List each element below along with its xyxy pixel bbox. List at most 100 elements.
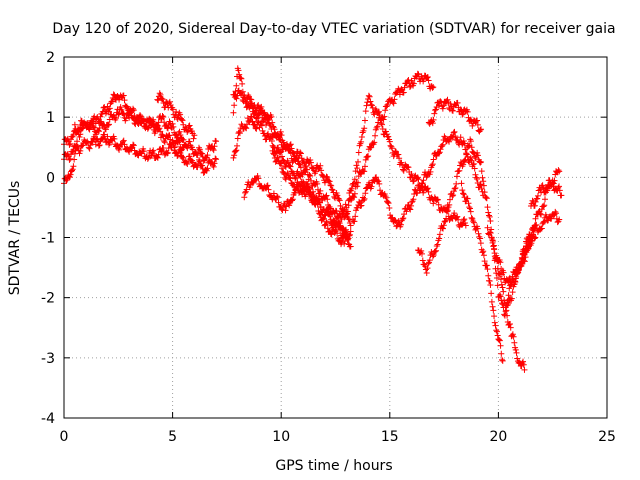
data-point [69, 166, 76, 173]
plot-frame [63, 56, 608, 419]
data-point [76, 126, 83, 133]
data-point [493, 274, 500, 281]
data-point [275, 144, 282, 151]
data-point [304, 166, 311, 173]
data-point [556, 183, 563, 190]
data-point [464, 108, 471, 115]
data-point [455, 216, 462, 223]
data-point [317, 162, 324, 169]
data-point [112, 115, 119, 122]
data-point [316, 199, 323, 206]
data-point [478, 168, 485, 175]
data-point [364, 99, 371, 106]
data-point [287, 175, 294, 182]
data-point [430, 252, 437, 259]
data-point [327, 205, 334, 212]
data-point [493, 327, 500, 334]
data-point [236, 130, 243, 137]
data-point [132, 121, 139, 128]
series-trace-10 [269, 147, 350, 228]
data-point [464, 195, 471, 202]
data-point [270, 143, 277, 150]
data-point [472, 171, 479, 178]
data-point [333, 226, 340, 233]
data-point [177, 111, 184, 118]
data-point [178, 116, 185, 123]
data-point [88, 120, 95, 127]
data-point [430, 84, 437, 91]
data-point [446, 138, 453, 145]
data-point [371, 139, 378, 146]
data-point [318, 167, 325, 174]
data-point [424, 265, 431, 272]
data-point [497, 342, 504, 349]
data-point [278, 160, 285, 167]
data-point [390, 100, 397, 107]
data-point [509, 289, 516, 296]
data-point [415, 176, 422, 183]
data-point [358, 202, 365, 209]
data-point [417, 187, 424, 194]
data-point [372, 132, 379, 139]
data-point [186, 122, 193, 129]
data-point [258, 109, 265, 116]
data-point [175, 137, 182, 144]
data-point [436, 149, 443, 156]
data-point [348, 185, 355, 192]
data-point [480, 178, 487, 185]
data-point [361, 195, 368, 202]
data-point [499, 356, 506, 363]
data-point [365, 153, 372, 160]
data-point [456, 167, 463, 174]
data-point [242, 189, 249, 196]
data-point [297, 150, 304, 157]
data-point [324, 225, 331, 232]
data-point [509, 332, 516, 339]
data-point [461, 140, 468, 147]
data-point [321, 212, 328, 219]
data-point [238, 89, 245, 96]
series-trace-13 [349, 128, 487, 230]
data-point [525, 245, 532, 252]
data-point [462, 222, 469, 229]
data-point [95, 142, 102, 149]
data-point [485, 212, 492, 219]
data-point [352, 213, 359, 220]
data-point [429, 253, 436, 260]
data-point [109, 98, 116, 105]
data-point [479, 174, 486, 181]
data-point [154, 96, 161, 103]
data-point [147, 116, 154, 123]
data-point [316, 190, 323, 197]
data-point [190, 135, 197, 142]
data-point [522, 247, 529, 254]
data-point [541, 188, 548, 195]
data-point [331, 218, 338, 225]
data-point [161, 119, 168, 126]
data-point [429, 161, 436, 168]
data-point [381, 113, 388, 120]
data-point [506, 321, 513, 328]
data-point [356, 198, 363, 205]
data-point [297, 149, 304, 156]
data-point [375, 178, 382, 185]
data-point [258, 122, 265, 129]
data-point [106, 105, 113, 112]
data-point [383, 194, 390, 201]
data-point [373, 124, 380, 131]
data-point [63, 177, 70, 184]
data-point [68, 167, 75, 174]
data-point [429, 120, 436, 127]
data-point [299, 178, 306, 185]
data-point [487, 282, 494, 289]
data-point [336, 223, 343, 230]
data-point [473, 176, 480, 183]
data-point [254, 118, 261, 125]
data-point [477, 127, 484, 134]
data-point [351, 180, 358, 187]
data-point [238, 75, 245, 82]
data-point [518, 254, 525, 261]
data-point [210, 147, 217, 154]
data-point [430, 156, 437, 163]
data-point [242, 124, 249, 131]
